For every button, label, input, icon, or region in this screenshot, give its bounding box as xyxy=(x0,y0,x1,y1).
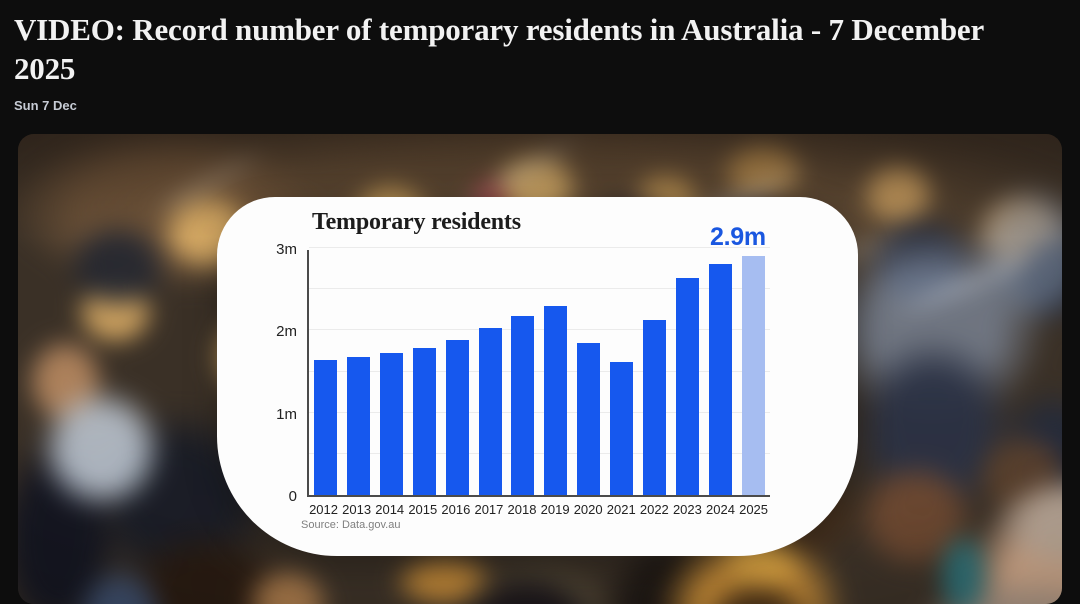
x-label-2024: 2024 xyxy=(706,502,735,517)
bar-slot xyxy=(638,250,671,495)
bar-2015 xyxy=(412,347,436,495)
bar-2023 xyxy=(676,278,700,495)
bar-slot xyxy=(441,250,474,495)
x-label-2014: 2014 xyxy=(375,502,405,517)
gridline xyxy=(309,411,770,413)
bar-slot xyxy=(309,250,342,495)
photo-blob xyxy=(968,179,1062,329)
bar-slot xyxy=(342,250,375,495)
x-label-2025: 2025 xyxy=(739,502,769,517)
x-label-2016: 2016 xyxy=(441,502,471,517)
bar-2014 xyxy=(379,352,403,495)
bar-slot xyxy=(572,250,605,495)
x-label-2019: 2019 xyxy=(540,502,570,517)
y-axis-tick-2m: 2m xyxy=(276,323,297,341)
bar-2020 xyxy=(577,342,601,495)
bar-slot xyxy=(408,250,441,495)
x-label-2012: 2012 xyxy=(309,502,338,517)
bar-2018 xyxy=(511,315,535,495)
photo-blob xyxy=(63,219,173,314)
bar-slot xyxy=(507,250,540,495)
bar-slot xyxy=(474,250,507,495)
bar-2016 xyxy=(445,340,469,495)
gridline xyxy=(309,247,770,248)
photo-blob xyxy=(36,384,166,514)
bar-2017 xyxy=(478,327,502,495)
x-label-2020: 2020 xyxy=(573,502,603,517)
x-label-2023: 2023 xyxy=(672,502,702,517)
video-thumbnail[interactable]: Temporary residents 2.9m 2012 2013 2014 201… xyxy=(18,134,1062,604)
x-label-2018: 2018 xyxy=(507,502,537,517)
y-axis-tick-3m: 3m xyxy=(276,241,297,258)
plot-area xyxy=(307,247,770,497)
page-header: VIDEO: Record number of temporary reside… xyxy=(0,0,1080,113)
x-axis-labels: 2012 2013 2014 2015 2016 2017 2018 2019 2020 2021… xyxy=(307,502,770,517)
bar-2019 xyxy=(544,306,568,495)
x-label-2022: 2022 xyxy=(639,502,669,517)
x-label-2017: 2017 xyxy=(474,502,504,517)
bar-2025 xyxy=(741,256,765,495)
bar-slot xyxy=(539,250,572,495)
page-title: VIDEO: Record number of temporary reside… xyxy=(14,12,984,87)
bar-slot xyxy=(737,250,770,495)
chart-card: Temporary residents 2.9m 2012 2013 2014 201… xyxy=(217,197,858,556)
bar-slot xyxy=(671,250,704,495)
bar-2012 xyxy=(313,359,337,495)
chart-title: Temporary residents xyxy=(312,209,521,235)
x-label-2013: 2013 xyxy=(342,502,372,517)
gridline xyxy=(309,329,770,331)
y-axis-tick-0: 0 xyxy=(288,488,297,505)
bar-2024 xyxy=(709,264,733,495)
publish-date: Sun 7 Dec xyxy=(14,98,77,114)
x-label-2015: 2015 xyxy=(408,502,438,517)
bar-2013 xyxy=(346,356,370,495)
gridline xyxy=(309,452,770,454)
bar-2022 xyxy=(643,320,667,495)
y-axis-tick-1m: 1m xyxy=(276,405,297,423)
bar-slot xyxy=(375,250,408,495)
bar-series xyxy=(309,250,770,495)
chart-source: Source: Data.gov.au xyxy=(301,519,401,531)
bar-slot xyxy=(605,250,638,495)
gridline xyxy=(309,288,770,290)
chart-annotation-value: 2.9m xyxy=(710,223,766,251)
x-label-2021: 2021 xyxy=(606,502,636,517)
bar-2021 xyxy=(610,361,634,495)
bar-slot xyxy=(704,250,737,495)
gridline xyxy=(309,370,770,372)
